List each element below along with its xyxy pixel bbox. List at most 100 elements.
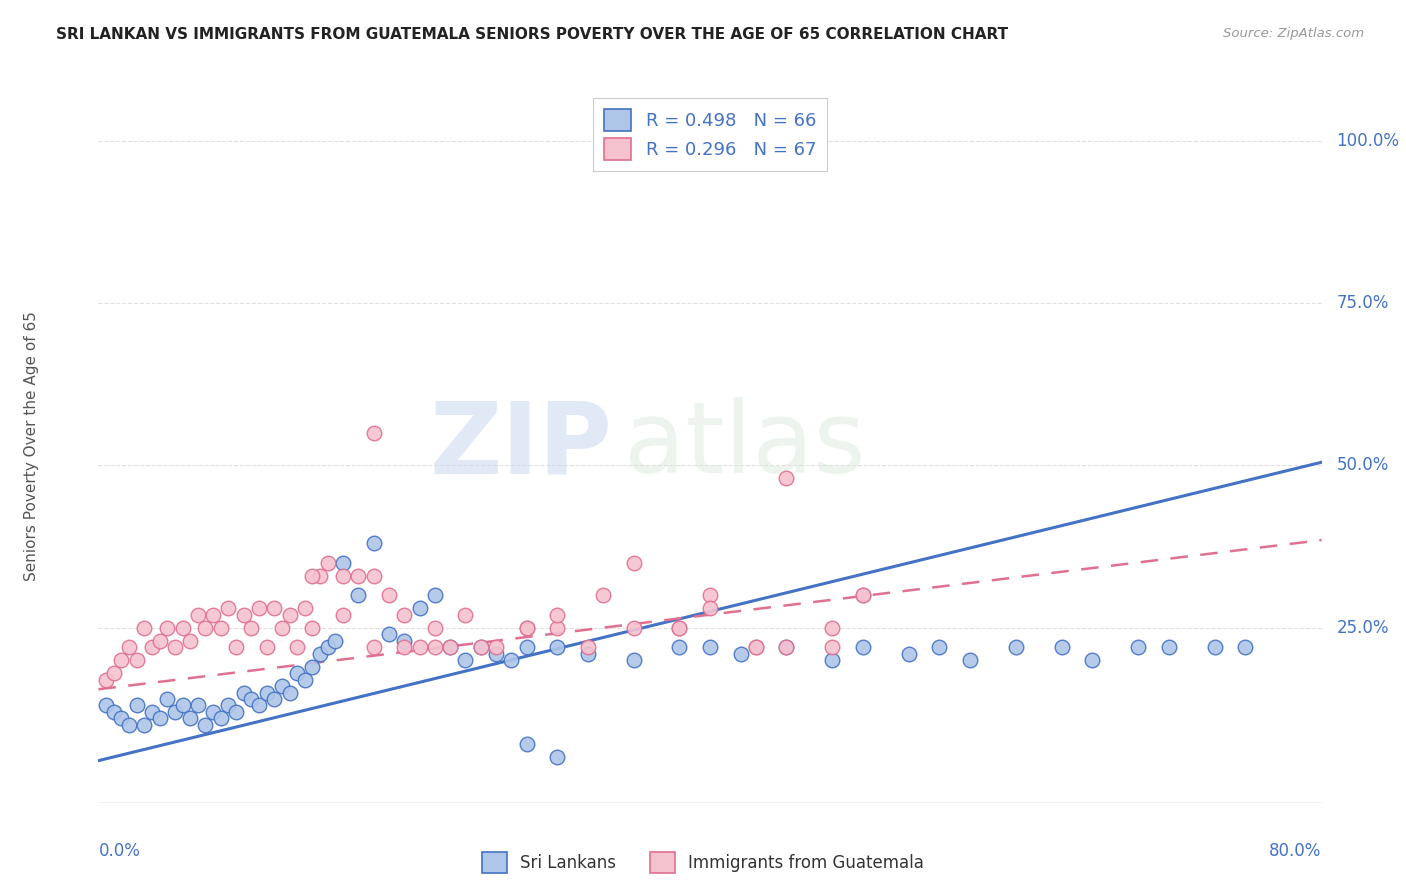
Point [546,621,568,635]
Point [325,633,347,648]
Point [110,711,132,725]
Point [392,607,416,622]
Point [546,750,568,764]
Point [1050,640,1073,654]
Point [125,653,148,667]
Point [470,640,492,654]
Point [516,738,538,752]
Point [470,640,492,654]
Point [516,621,538,635]
Point [301,568,323,582]
Point [576,640,599,654]
Point [347,588,370,602]
Point [852,640,875,654]
Point [172,698,194,713]
Point [118,640,141,654]
Point [897,647,920,661]
Point [179,633,201,648]
Point [134,621,156,635]
Point [156,621,179,635]
Point [332,556,354,570]
Point [94,673,117,687]
Point [103,666,125,681]
Point [852,588,875,602]
Point [125,698,148,713]
Point [309,568,332,582]
Legend: R = 0.498   N = 66, R = 0.296   N = 67: R = 0.498 N = 66, R = 0.296 N = 67 [593,98,827,171]
Point [439,640,461,654]
Point [821,653,844,667]
Text: 100.0%: 100.0% [1336,132,1399,150]
Point [285,666,308,681]
Point [546,640,568,654]
Point [363,425,385,440]
Point [1234,640,1257,654]
Point [316,640,339,654]
Point [316,556,339,570]
Point [149,711,172,725]
Point [217,601,239,615]
Point [576,647,599,661]
Point [332,568,354,582]
Point [378,627,401,641]
Point [225,640,247,654]
Point [301,659,323,673]
Point [852,588,875,602]
Point [775,640,797,654]
Point [668,640,690,654]
Point [699,640,721,654]
Point [202,705,225,719]
Point [256,640,278,654]
Point [1204,640,1226,654]
Point [454,607,477,622]
Point [821,640,844,654]
Point [141,705,163,719]
Point [378,588,401,602]
Point [149,633,172,648]
Point [959,653,981,667]
Point [278,685,301,699]
Point [209,711,232,725]
Text: SRI LANKAN VS IMMIGRANTS FROM GUATEMALA SENIORS POVERTY OVER THE AGE OF 65 CORRE: SRI LANKAN VS IMMIGRANTS FROM GUATEMALA … [56,27,1008,42]
Point [194,621,217,635]
Point [332,607,354,622]
Point [187,607,209,622]
Point [423,640,446,654]
Point [623,653,645,667]
Point [225,705,247,719]
Point [294,601,316,615]
Point [163,705,186,719]
Point [423,621,446,635]
Point [501,653,523,667]
Point [363,536,385,550]
Point [408,640,430,654]
Point [270,679,292,693]
Point [187,698,209,713]
Point [141,640,163,654]
Point [240,621,263,635]
Text: 50.0%: 50.0% [1336,457,1389,475]
Point [103,705,125,719]
Point [1081,653,1104,667]
Text: 75.0%: 75.0% [1336,294,1389,312]
Text: 25.0%: 25.0% [1336,619,1389,637]
Point [363,568,385,582]
Point [285,640,308,654]
Text: Seniors Poverty Over the Age of 65: Seniors Poverty Over the Age of 65 [24,311,38,581]
Point [668,621,690,635]
Point [516,640,538,654]
Point [363,640,385,654]
Point [699,601,721,615]
Point [392,633,416,648]
Point [194,718,217,732]
Point [240,692,263,706]
Point [202,607,225,622]
Point [94,698,117,713]
Point [668,621,690,635]
Point [1157,640,1180,654]
Point [730,647,752,661]
Point [408,601,430,615]
Point [163,640,186,654]
Point [821,621,844,635]
Point [217,698,239,713]
